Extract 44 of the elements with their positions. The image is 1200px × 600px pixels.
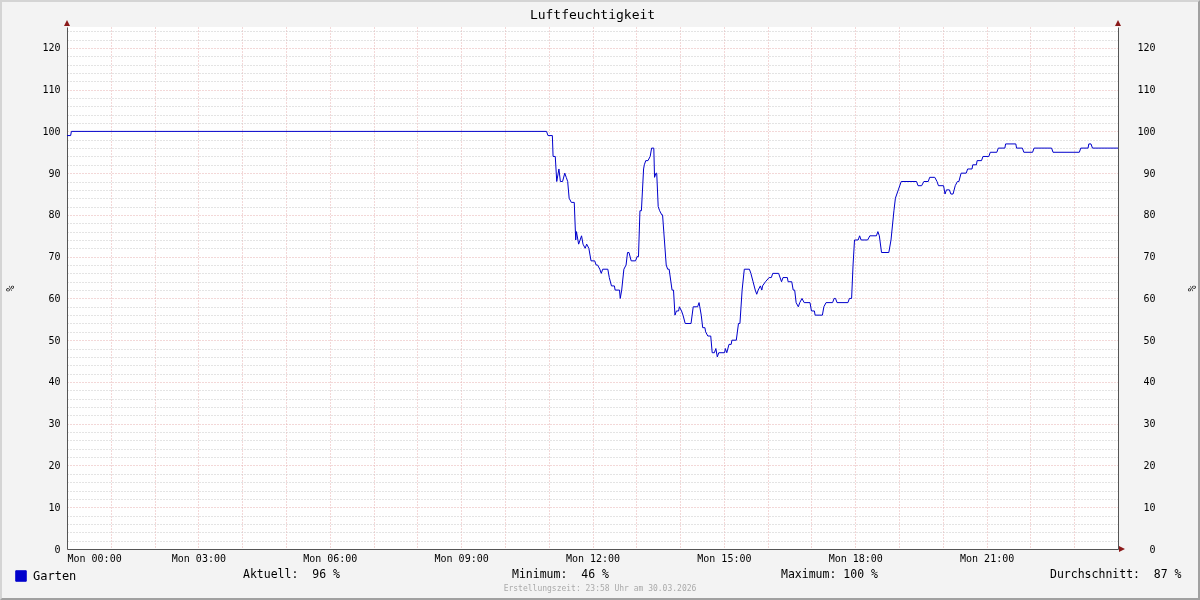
y2-tick-label: 90 bbox=[1143, 167, 1156, 179]
x-tick-label: Mon 03:00 bbox=[171, 552, 226, 564]
text: Erstellungszeit: 23:58 Uhr am 30.03.2026 bbox=[503, 584, 697, 593]
y-tick-label: 30 bbox=[48, 418, 61, 430]
x-tick-label: Mon 09:00 bbox=[434, 552, 489, 564]
y2-tick-label: 0 bbox=[1149, 543, 1156, 555]
x-tick-label: Mon 21:00 bbox=[960, 552, 1015, 564]
text: Durchschnitt: 87 % bbox=[1050, 567, 1182, 581]
y2-tick-label: 40 bbox=[1143, 376, 1156, 388]
y-tick-label: 40 bbox=[48, 376, 61, 388]
legend-label: Garten bbox=[33, 569, 77, 583]
x-tick-label: Mon 00:00 bbox=[67, 552, 122, 564]
y-tick-label: 70 bbox=[48, 251, 61, 263]
text: Maximum: 100 % bbox=[781, 567, 879, 581]
y-tick-label: 0 bbox=[54, 543, 61, 555]
y2-tick-label: 100 bbox=[1137, 125, 1156, 137]
y-tick-label: 120 bbox=[42, 42, 61, 54]
text: Minimum: 46 % bbox=[512, 567, 610, 581]
y2-tick-label: 120 bbox=[1137, 42, 1156, 54]
y-tick-label: 100 bbox=[42, 125, 61, 137]
y2-tick-label: 50 bbox=[1143, 334, 1156, 346]
x-tick-label: Mon 15:00 bbox=[697, 552, 752, 564]
x-tick-label: Mon 18:00 bbox=[828, 552, 883, 564]
y-tick-label: 80 bbox=[48, 209, 61, 221]
y-tick-label: 60 bbox=[48, 292, 61, 304]
x-tick-label: Mon 06:00 bbox=[303, 552, 358, 564]
y2-tick-label: 110 bbox=[1137, 84, 1156, 96]
y2-axis-title: % bbox=[1185, 285, 1197, 292]
x-tick-label: Mon 12:00 bbox=[565, 552, 621, 564]
y-axis-title: % bbox=[4, 285, 16, 292]
text: Aktuell: 96 % bbox=[243, 567, 341, 581]
y2-tick-label: 70 bbox=[1143, 251, 1156, 263]
chart-title: Luftfeuchtigkeit bbox=[529, 7, 656, 23]
line-series bbox=[67, 130, 1118, 358]
y2-tick-label: 20 bbox=[1143, 459, 1156, 471]
y2-tick-label: 60 bbox=[1143, 292, 1156, 304]
y-tick-label: 20 bbox=[48, 459, 61, 471]
y-tick-label: 90 bbox=[48, 167, 61, 179]
y2-tick-label: 80 bbox=[1143, 209, 1156, 221]
y-tick-label: 10 bbox=[48, 501, 61, 513]
y-tick-label: 110 bbox=[42, 84, 61, 96]
y2-tick-label: 30 bbox=[1143, 418, 1156, 430]
y-tick-label: 50 bbox=[48, 334, 61, 346]
y2-tick-label: 10 bbox=[1143, 501, 1156, 513]
